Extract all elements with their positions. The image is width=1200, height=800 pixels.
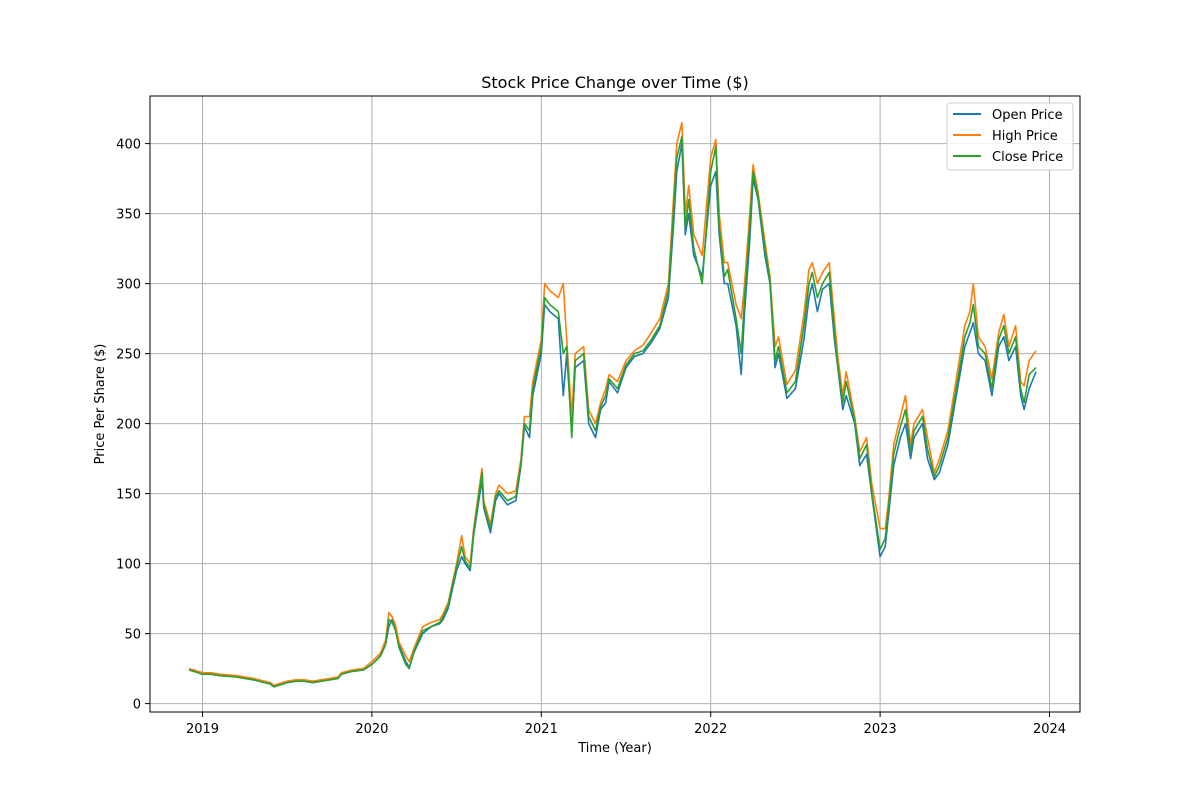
plot-area-frame <box>149 95 1081 713</box>
legend-label: Open Price <box>992 108 1063 123</box>
x-tick-label: 2019 <box>186 722 219 737</box>
legend-label: High Price <box>992 129 1058 144</box>
x-tick-label: 2020 <box>355 722 388 737</box>
chart-title: Stock Price Change over Time ($) <box>481 73 749 92</box>
y-tick-label: 300 <box>116 278 141 293</box>
y-axis: 0 50 100 150 200 250 300 350 400 <box>116 138 150 713</box>
x-axis-title: Time (Year) <box>577 741 652 756</box>
y-tick-label: 150 <box>116 488 141 503</box>
legend: Open Price High Price Close Price <box>946 102 1074 171</box>
y-tick-label: 100 <box>116 558 141 573</box>
legend-frame <box>946 102 1074 171</box>
x-axis: 2019 2020 2021 2022 2023 2024 <box>186 712 1066 737</box>
series-line-high-price <box>188 121 1037 687</box>
x-tick-label: 2022 <box>694 722 727 737</box>
series-layer <box>188 121 1037 688</box>
series-line-close-price <box>188 135 1037 688</box>
y-tick-label: 400 <box>116 138 141 153</box>
legend-label: Close Price <box>992 150 1063 165</box>
x-tick-label: 2023 <box>864 722 897 737</box>
y-tick-label: 0 <box>133 698 141 713</box>
y-tick-label: 350 <box>116 208 141 223</box>
y-tick-label: 250 <box>116 348 141 363</box>
x-tick-label: 2024 <box>1033 722 1066 737</box>
y-tick-label: 200 <box>116 418 141 433</box>
x-tick-label: 2021 <box>525 722 558 737</box>
y-tick-label: 50 <box>124 628 141 643</box>
y-axis-title: Price Per Share ($) <box>93 344 108 465</box>
